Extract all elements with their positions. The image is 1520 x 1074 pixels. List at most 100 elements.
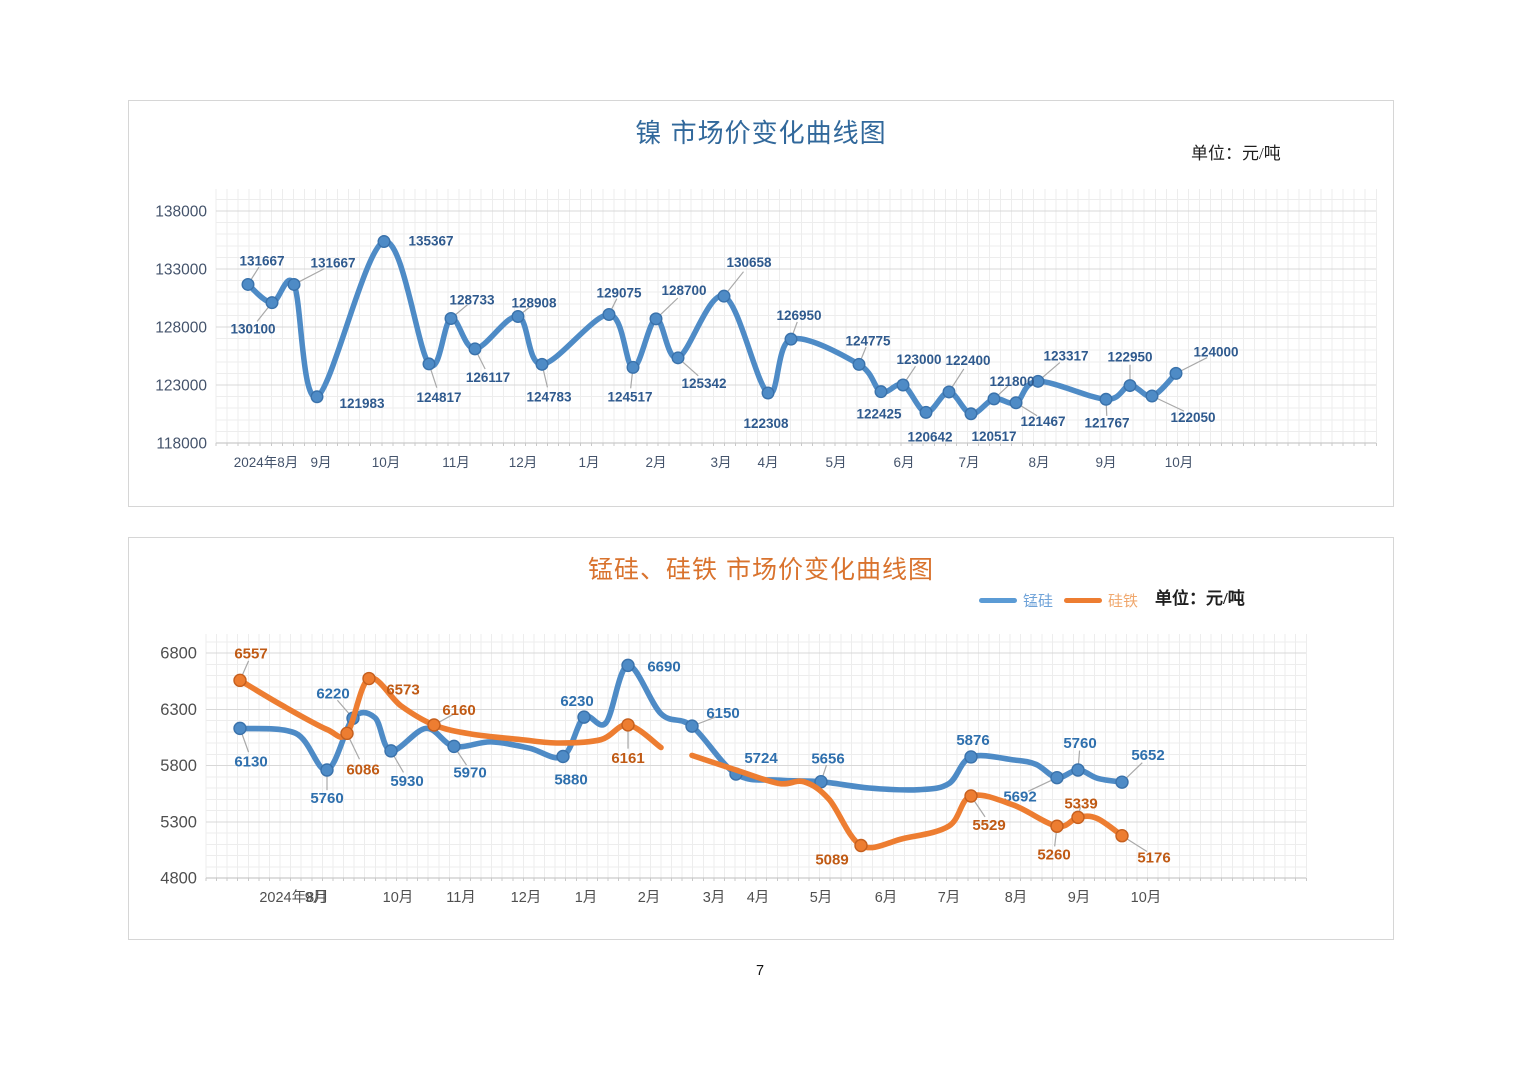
mn-si-legend-label: 锰硅 bbox=[1023, 593, 1054, 610]
svg-text:9月: 9月 bbox=[1095, 455, 1116, 470]
mn-si-line-swatch bbox=[979, 598, 1017, 603]
svg-text:5656: 5656 bbox=[811, 751, 844, 768]
svg-text:10月: 10月 bbox=[1131, 890, 1162, 906]
svg-text:10月: 10月 bbox=[372, 455, 401, 470]
svg-text:5529: 5529 bbox=[972, 817, 1005, 834]
legend-item-fe-si: 硅铁 bbox=[1064, 590, 1138, 611]
svg-text:5724: 5724 bbox=[744, 750, 778, 767]
svg-text:6230: 6230 bbox=[560, 693, 593, 710]
svg-text:124517: 124517 bbox=[607, 389, 652, 404]
svg-text:5760: 5760 bbox=[310, 790, 343, 807]
svg-text:6573: 6573 bbox=[386, 682, 419, 699]
svg-text:9月: 9月 bbox=[305, 890, 328, 906]
svg-text:5089: 5089 bbox=[815, 851, 848, 868]
svg-text:6300: 6300 bbox=[160, 701, 197, 719]
nickel-unit-label: 单位：元/吨 bbox=[1191, 144, 1281, 163]
svg-text:138000: 138000 bbox=[155, 204, 207, 221]
svg-text:130100: 130100 bbox=[230, 322, 275, 337]
svg-text:4月: 4月 bbox=[757, 455, 778, 470]
svg-text:131667: 131667 bbox=[310, 255, 355, 270]
page-number: 7 bbox=[755, 963, 765, 979]
svg-text:9月: 9月 bbox=[1068, 890, 1091, 906]
svg-text:5800: 5800 bbox=[160, 757, 197, 775]
svg-text:123000: 123000 bbox=[155, 378, 207, 395]
svg-text:10月: 10月 bbox=[383, 890, 414, 906]
svg-text:122400: 122400 bbox=[945, 353, 990, 368]
nickel-line-chart: 138000 133000 128000 123000 118000 2024年8月 9月 1… bbox=[155, 189, 1377, 470]
svg-text:5339: 5339 bbox=[1064, 795, 1097, 812]
svg-text:6130: 6130 bbox=[234, 753, 267, 770]
svg-text:1月: 1月 bbox=[578, 455, 599, 470]
nickel-chart-title: 镍 市场价变化曲线图 bbox=[635, 118, 887, 148]
svg-text:133000: 133000 bbox=[155, 262, 207, 279]
svg-text:126117: 126117 bbox=[466, 370, 510, 385]
svg-text:3月: 3月 bbox=[703, 890, 726, 906]
svg-text:6800: 6800 bbox=[160, 645, 197, 663]
svg-text:5月: 5月 bbox=[825, 455, 846, 470]
svg-text:6月: 6月 bbox=[875, 890, 898, 906]
svg-text:5970: 5970 bbox=[453, 764, 486, 781]
svg-text:3月: 3月 bbox=[710, 455, 731, 470]
svg-text:4800: 4800 bbox=[160, 870, 197, 888]
svg-text:7月: 7月 bbox=[938, 890, 961, 906]
svg-text:128000: 128000 bbox=[155, 320, 207, 337]
svg-text:124000: 124000 bbox=[1193, 344, 1238, 359]
svg-text:121800: 121800 bbox=[989, 374, 1034, 389]
svg-text:5692: 5692 bbox=[1003, 789, 1036, 806]
svg-text:128908: 128908 bbox=[511, 295, 557, 310]
svg-text:6086: 6086 bbox=[346, 761, 379, 778]
svg-text:6220: 6220 bbox=[316, 685, 349, 702]
svg-text:11月: 11月 bbox=[446, 890, 476, 906]
alloy-chart-legend: 锰硅 硅铁 bbox=[979, 590, 1142, 611]
svg-text:121467: 121467 bbox=[1020, 414, 1065, 429]
legend-item-mn-si: 锰硅 bbox=[979, 590, 1053, 611]
svg-text:122050: 122050 bbox=[1170, 410, 1215, 425]
svg-text:6690: 6690 bbox=[647, 658, 680, 675]
svg-text:125342: 125342 bbox=[681, 376, 726, 391]
svg-text:130658: 130658 bbox=[726, 255, 772, 270]
svg-text:8月: 8月 bbox=[1028, 455, 1049, 470]
svg-text:5652: 5652 bbox=[1131, 747, 1164, 764]
svg-text:118000: 118000 bbox=[156, 436, 207, 453]
fe-si-line-swatch bbox=[1064, 598, 1103, 603]
svg-text:10月: 10月 bbox=[1165, 455, 1194, 470]
svg-text:6161: 6161 bbox=[611, 750, 644, 767]
svg-text:5300: 5300 bbox=[160, 813, 197, 831]
svg-text:11月: 11月 bbox=[442, 455, 470, 470]
svg-text:124775: 124775 bbox=[845, 333, 891, 348]
svg-text:5760: 5760 bbox=[1063, 735, 1096, 752]
svg-text:124783: 124783 bbox=[526, 389, 572, 404]
svg-text:2024年8月: 2024年8月 bbox=[234, 455, 299, 470]
svg-text:5176: 5176 bbox=[1137, 850, 1170, 867]
svg-text:123000: 123000 bbox=[896, 352, 941, 367]
svg-text:2月: 2月 bbox=[638, 890, 661, 906]
svg-text:122308: 122308 bbox=[743, 416, 789, 431]
svg-text:6月: 6月 bbox=[893, 455, 914, 470]
svg-text:120642: 120642 bbox=[907, 429, 952, 444]
svg-text:6557: 6557 bbox=[234, 645, 267, 662]
svg-text:5260: 5260 bbox=[1037, 846, 1070, 863]
svg-text:12月: 12月 bbox=[511, 890, 542, 906]
svg-text:128733: 128733 bbox=[449, 292, 495, 307]
svg-text:121983: 121983 bbox=[339, 396, 385, 411]
svg-text:126950: 126950 bbox=[776, 308, 821, 323]
svg-text:128700: 128700 bbox=[661, 283, 706, 298]
alloy-unit-label: 单位：元/吨 bbox=[1155, 589, 1245, 608]
svg-text:129075: 129075 bbox=[596, 286, 642, 301]
svg-text:5880: 5880 bbox=[554, 772, 587, 789]
svg-text:8月: 8月 bbox=[1005, 890, 1028, 906]
alloy-chart-title: 锰硅、硅铁 市场价变化曲线图 bbox=[588, 556, 934, 584]
svg-text:124817: 124817 bbox=[416, 390, 461, 405]
svg-text:5月: 5月 bbox=[810, 890, 833, 906]
svg-text:6160: 6160 bbox=[442, 702, 475, 719]
svg-text:121767: 121767 bbox=[1084, 415, 1129, 430]
svg-text:122425: 122425 bbox=[856, 407, 902, 422]
svg-text:6150: 6150 bbox=[706, 705, 739, 722]
svg-text:7月: 7月 bbox=[958, 455, 979, 470]
svg-text:5930: 5930 bbox=[390, 773, 423, 790]
svg-text:135367: 135367 bbox=[408, 234, 453, 249]
svg-text:123317: 123317 bbox=[1043, 348, 1088, 363]
svg-text:131667: 131667 bbox=[239, 253, 284, 268]
alloy-chart-card: 锰硅、硅铁 市场价变化曲线图 锰硅 硅铁 单位：元/吨 6800 6300 5800… bbox=[128, 537, 1394, 940]
